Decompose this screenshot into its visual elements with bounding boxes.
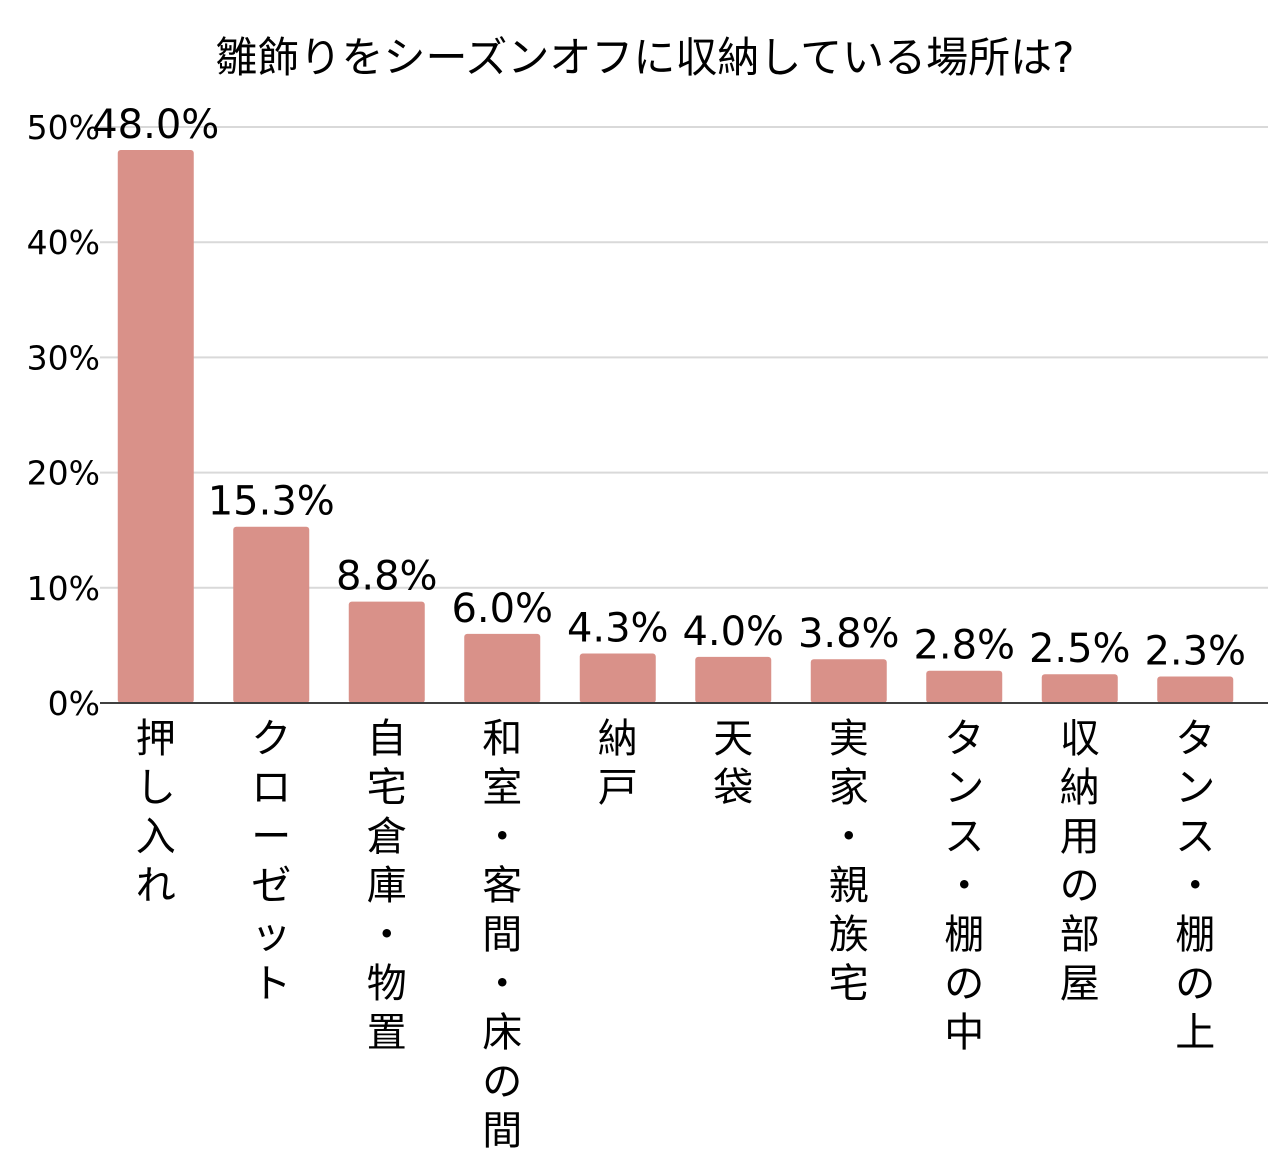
bar <box>117 150 194 704</box>
data-label: 3.8% <box>798 611 900 657</box>
category-label: 自宅倉庫・物置 <box>367 716 407 1056</box>
bar <box>233 526 310 703</box>
category-label: タンス・棚の上 <box>1175 716 1215 1056</box>
category-label: 和室・客間・床の間 <box>482 716 522 1154</box>
category-label: タンス・棚の中 <box>944 716 984 1056</box>
bar <box>1157 676 1234 703</box>
y-tick-label: 40% <box>27 223 100 262</box>
category-label: 納戸 <box>598 716 638 811</box>
y-axis-ticks: 0% 10% 20% 30% 40% 50% <box>27 108 100 723</box>
y-tick-label: 10% <box>27 569 100 608</box>
bar <box>926 670 1003 703</box>
bar <box>464 633 541 703</box>
category-label: 押し入れ <box>136 716 176 909</box>
data-label: 4.0% <box>682 609 784 655</box>
data-label: 2.8% <box>913 623 1015 669</box>
data-label: 6.0% <box>451 586 553 632</box>
category-label: クローゼット <box>251 716 291 1007</box>
y-tick-label: 0% <box>48 684 100 723</box>
bar <box>1041 674 1118 703</box>
data-label: 2.5% <box>1029 626 1131 672</box>
bar <box>695 656 772 703</box>
y-tick-label: 30% <box>27 338 100 377</box>
data-label: 8.8% <box>336 554 438 600</box>
data-label: 2.3% <box>1144 629 1246 675</box>
bars <box>117 150 1234 704</box>
category-label: 実家・親族宅 <box>829 716 869 1007</box>
data-label: 15.3% <box>208 479 335 525</box>
bar <box>579 653 656 703</box>
bar <box>348 601 425 703</box>
category-label: 収納用の部屋 <box>1060 716 1100 1007</box>
chart-title: 雛飾りをシーズンオフに収納している場所は? <box>216 33 1075 82</box>
bar <box>810 659 887 703</box>
gridlines <box>100 126 1268 589</box>
y-tick-label: 20% <box>27 454 100 493</box>
category-label: 天袋 <box>713 716 753 811</box>
data-label: 48.0% <box>92 102 219 148</box>
y-tick-label: 50% <box>27 108 100 147</box>
data-labels: 48.0% 15.3%8.8% 6.0% 4.3% 4.0% 3.8% 2.8% 2.5% 2.… <box>92 102 1246 674</box>
data-label: 4.3% <box>567 605 669 651</box>
